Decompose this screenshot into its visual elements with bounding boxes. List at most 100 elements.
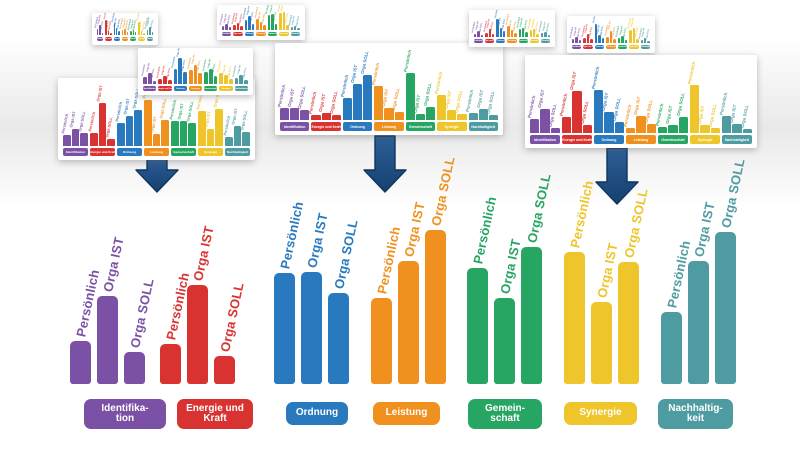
mini-bar [208,69,213,84]
category-pill-Ordnung: Ordnung [286,402,348,425]
mini-category-pill: Gemeinschaft [171,148,196,156]
mini-bar [248,16,251,30]
mini-bar-label: Orga IST [608,20,612,30]
mini-bar [239,75,244,84]
mini-bar [134,110,143,146]
mini-category-pill: Leistung [144,148,169,156]
mini-bar [173,69,178,84]
mini-bar-label: Orga IST [238,64,242,74]
mini-bar-label: Orga SOLL [151,67,156,80]
mini-bar-label: Orga IST [207,58,212,68]
mini-bar [540,33,544,37]
mini-bar-label: Orga IST [176,48,181,57]
mini-bar [632,28,636,43]
mini-category-pill: Identifikation [280,122,310,131]
mini-bar [125,116,134,146]
mini-bar [722,116,732,133]
mini-category-pill: Ordnung [173,86,187,91]
mini-category-pill: Identifikation [474,39,484,43]
mini-bar [143,77,147,84]
mini-bar [167,80,172,84]
mini-bar-label: Orga IST [192,54,197,64]
mini-category-pill: Gemeinschaft [518,39,528,43]
category-pill-Synergie: Synergie [564,402,637,425]
mini-bar [572,39,575,43]
mini-bar-label: Orga IST [122,97,131,116]
mini-bar-label: Orga SOLL [227,14,232,26]
mini-bar [240,26,243,30]
category-pill-line: Energie und [186,402,244,414]
mini-bar [143,33,145,36]
mini-category-pill: Identifikation [143,86,157,91]
category-pill-line: tion [115,413,135,424]
mini-category-pill: Synergie [437,122,467,131]
mini-bar [138,22,140,36]
mini-bar-label: Orga IST [497,17,502,27]
mini-bar [647,41,650,43]
mini-bar [678,117,688,133]
mini-bar [562,117,572,133]
mini-category-pill: Energie und Kraft [158,86,172,91]
bar-series-label: Orga SOLL [331,218,361,291]
mini-category-pill: Synergie [529,39,539,43]
mini-bar [525,32,528,37]
mini-bar [290,27,293,30]
mini-bar [540,109,550,133]
mini-bar [321,113,331,120]
mini-bar-label: Orga IST [632,95,642,115]
mini-bar [590,39,593,43]
mini-category-pill: Nachhaltigkeit [146,37,153,41]
mini-bar-label: Orga SOLL [295,15,301,27]
mini-category-pill: Leistung [507,39,517,43]
mini-category-pill: Nachhaltigkeit [225,148,250,156]
mini-category-pill: Gemeinschaft [130,37,137,41]
mini-category-pill: Synergie [138,37,145,41]
mini-bar [225,137,233,146]
bar-Nachhaltigkeit-Orga SOLL [715,232,736,384]
mini-bar [151,32,153,36]
mini-bar-label: Persönlich [276,83,287,107]
mini-bar [144,100,152,146]
mini-bar-label: Orga SOLL [479,22,484,34]
mini-category-pill: Ordnung [244,32,255,36]
mini-bar [233,126,242,146]
mini-bar [626,128,636,133]
mini-bar [636,39,639,43]
mini-bar-label: Orga IST [246,5,251,15]
mini-bar-label: Orga SOLL [242,66,248,79]
mini-bar-label: Orga SOLL [490,21,495,33]
mini-bar [468,113,478,120]
mini-bar [274,24,278,30]
mini-bar [263,25,266,30]
mini-bar-label: Persönlich [141,64,146,76]
mini-bar [236,23,240,30]
mini-bar [228,27,232,30]
mini-bar [228,79,233,84]
mini-bar-label: Orga SOLL [359,50,370,74]
mini-bar [134,32,137,36]
mini-bar [311,115,321,120]
mini-category-pill: Synergie [219,86,233,91]
mini-bar [405,73,415,120]
mini-bar [586,34,590,43]
mini-bar [101,33,104,36]
mini-bar [491,34,495,37]
bar-series-label: Orga SOLL [127,277,157,350]
mini-bar-label: Orga SOLL [588,26,594,38]
mini-bar-label: Orga SOLL [212,62,217,75]
